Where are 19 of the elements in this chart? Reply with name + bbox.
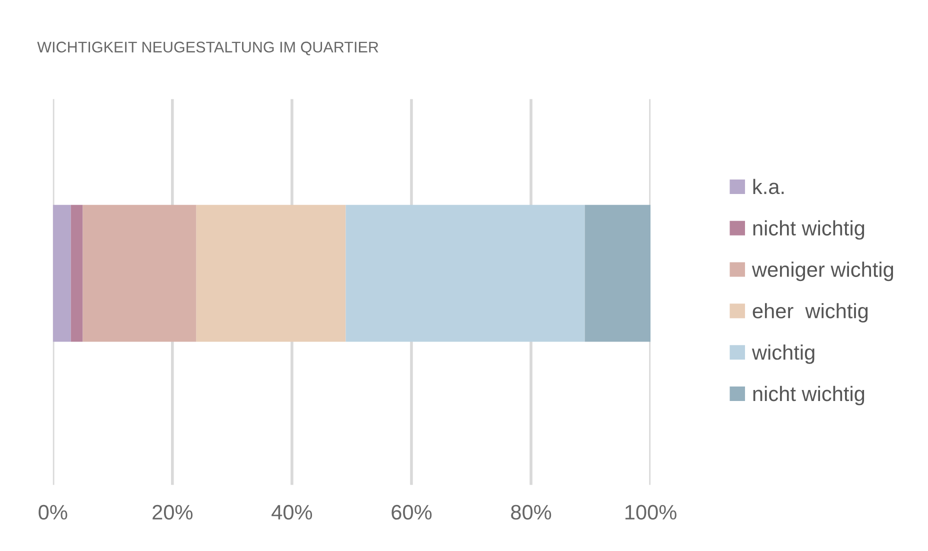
chart-title: WICHTIGKEIT NEUGESTALTUNG IM QUARTIER [37,42,378,56]
bar [82,204,196,342]
x-tick-label: 100% [625,504,676,520]
legend-label: weniger wichtig [752,262,894,282]
bar [584,204,651,342]
x-tick-label: 20% [152,504,193,520]
legend-label: k.a. [753,178,784,194]
x-tick-label: 0% [38,504,68,520]
x-tick-label: 80% [511,504,552,520]
legend-label: nicht wichtig [753,220,864,240]
legend-label: nicht wichtig [753,386,864,406]
legend-label: eher wichtig [752,303,868,322]
bar [196,204,346,342]
legend-label: wichtig [752,344,814,364]
bar [52,204,71,342]
x-tick-label: 40% [272,504,312,520]
bar [70,204,83,342]
bar [346,204,585,342]
x-tick-label: 60% [392,504,432,520]
